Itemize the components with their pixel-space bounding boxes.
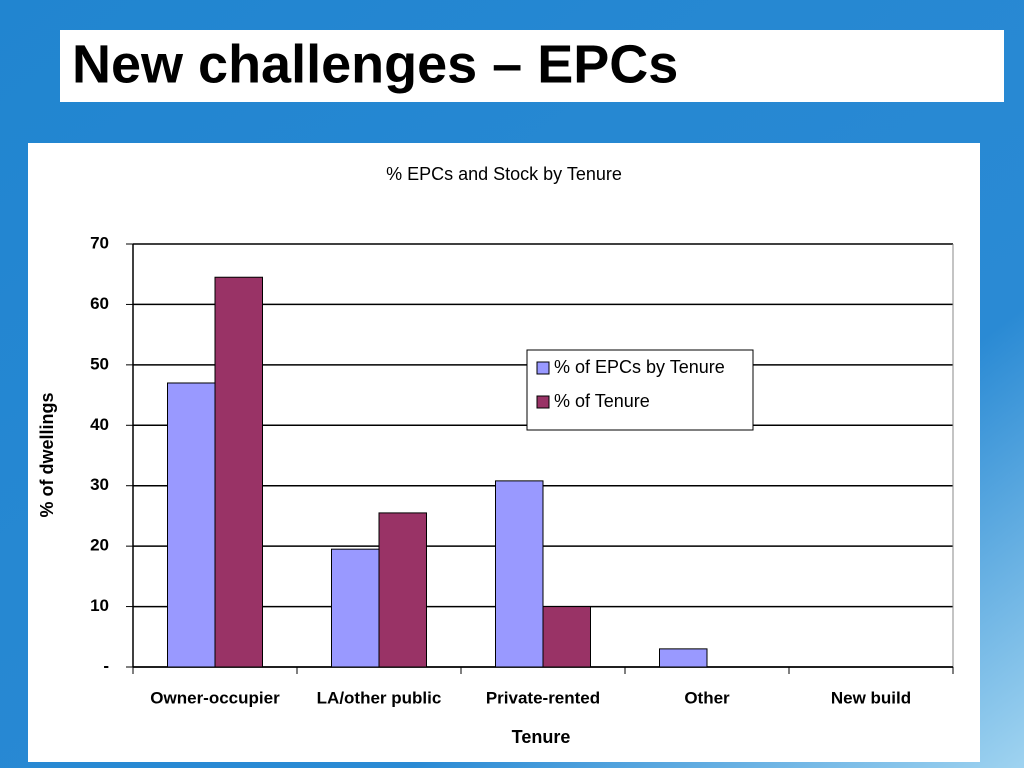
legend-swatch	[536, 361, 550, 375]
title-box	[60, 30, 1004, 102]
x-tick-label: New build	[831, 688, 911, 707]
y-tick-label: 20	[90, 536, 109, 555]
legend-label: % of EPCs by Tenure	[554, 357, 725, 377]
bar	[214, 276, 263, 668]
x-tick-label: Owner-occupier	[150, 688, 280, 707]
chart-title: % EPCs and Stock by Tenure	[386, 164, 622, 184]
y-tick-label: 70	[90, 233, 109, 252]
x-tick-label: Other	[684, 688, 730, 707]
x-tick-label: Private-rented	[486, 688, 600, 707]
x-tick-label: LA/other public	[317, 688, 442, 707]
bar	[167, 382, 216, 668]
legend-label: % of Tenure	[554, 391, 650, 411]
x-axis-label: Tenure	[512, 727, 571, 747]
bar	[659, 648, 708, 668]
y-axis-label: % of dwellings	[37, 392, 57, 517]
y-tick-label: 10	[90, 596, 109, 615]
y-tick-label: 60	[90, 294, 109, 313]
bar	[542, 606, 591, 668]
bar	[495, 480, 544, 668]
bar	[378, 512, 427, 668]
bar	[331, 548, 380, 668]
y-tick-label: 40	[90, 415, 109, 434]
slide-title: New challenges – EPCs	[72, 34, 678, 94]
y-tick-label: 50	[90, 354, 109, 373]
y-tick-label: -	[103, 656, 109, 675]
y-tick-label: 30	[90, 475, 109, 494]
legend-box	[526, 349, 754, 431]
legend-swatch	[536, 395, 550, 409]
